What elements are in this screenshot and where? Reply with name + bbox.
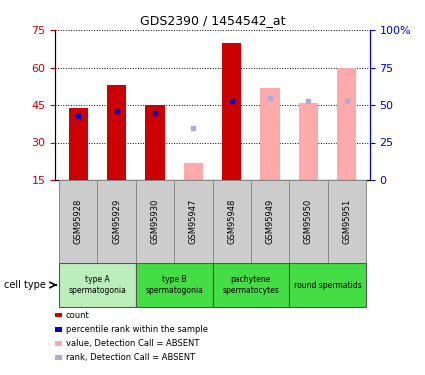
Text: rank, Detection Call = ABSENT: rank, Detection Call = ABSENT: [66, 353, 195, 362]
Text: type B
spermatogonia: type B spermatogonia: [145, 275, 203, 295]
Text: GSM95930: GSM95930: [150, 199, 159, 244]
Bar: [69, 108, 88, 180]
Bar: [337, 68, 356, 180]
Bar: [289, 180, 328, 262]
Text: pachytene
spermatocytes: pachytene spermatocytes: [222, 275, 279, 295]
Bar: [212, 263, 289, 307]
Bar: [212, 180, 251, 262]
Text: percentile rank within the sample: percentile rank within the sample: [66, 325, 208, 334]
Bar: [136, 263, 212, 307]
Text: round spermatids: round spermatids: [294, 280, 361, 290]
Text: GSM95950: GSM95950: [304, 199, 313, 244]
Bar: [174, 180, 212, 262]
Text: count: count: [66, 310, 90, 320]
Text: GSM95951: GSM95951: [342, 199, 351, 244]
Bar: [289, 263, 366, 307]
Text: type A
spermatogonia: type A spermatogonia: [68, 275, 126, 295]
Bar: [328, 180, 366, 262]
Bar: [136, 180, 174, 262]
Text: GSM95947: GSM95947: [189, 199, 198, 244]
Bar: [145, 105, 164, 180]
Bar: [261, 87, 280, 180]
Bar: [59, 263, 136, 307]
Bar: [299, 102, 318, 180]
Bar: [251, 180, 289, 262]
Text: GSM95929: GSM95929: [112, 199, 121, 244]
Bar: [222, 42, 241, 180]
Text: cell type: cell type: [4, 280, 46, 290]
Title: GDS2390 / 1454542_at: GDS2390 / 1454542_at: [140, 15, 285, 27]
Bar: [97, 180, 136, 262]
Text: GSM95928: GSM95928: [74, 199, 83, 244]
Bar: [59, 180, 97, 262]
Bar: [107, 85, 126, 180]
Text: value, Detection Call = ABSENT: value, Detection Call = ABSENT: [66, 339, 199, 348]
Text: GSM95948: GSM95948: [227, 199, 236, 244]
Bar: [184, 162, 203, 180]
Text: GSM95949: GSM95949: [266, 199, 275, 244]
